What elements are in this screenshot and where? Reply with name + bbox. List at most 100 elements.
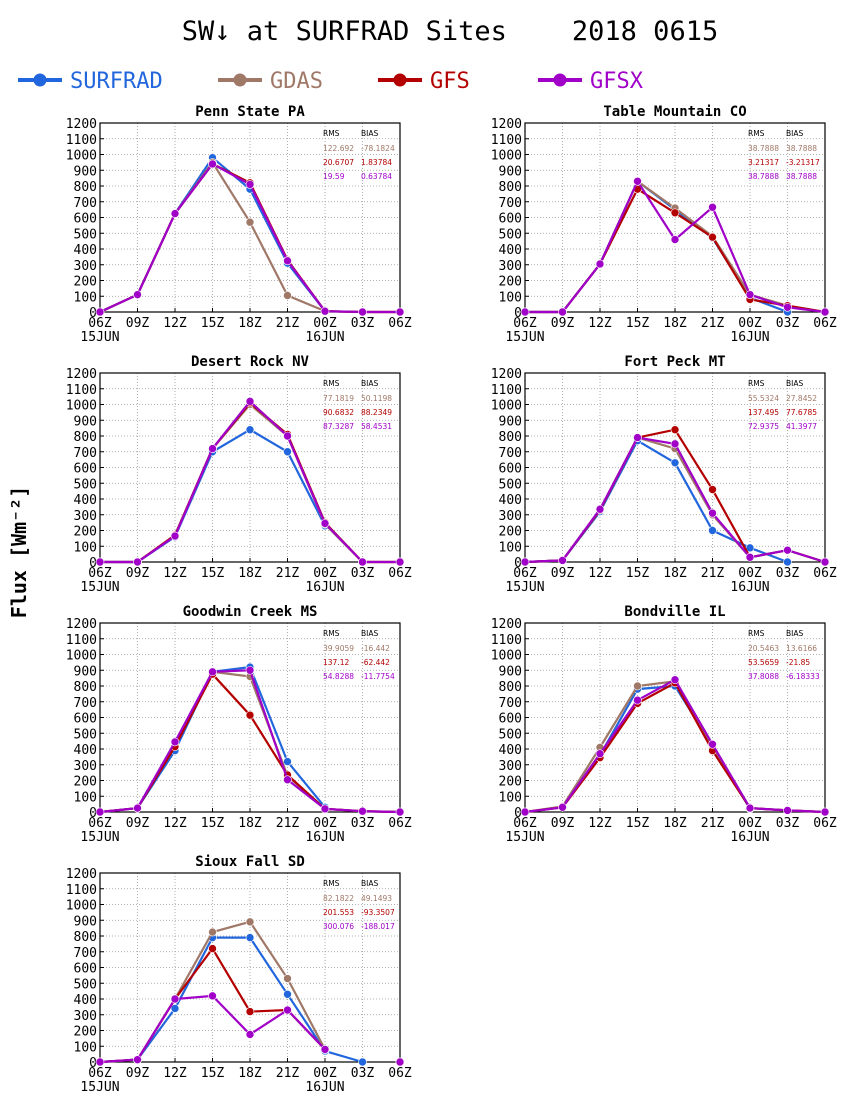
- x-tick-label: 06Z: [513, 316, 537, 331]
- stats-header-rms: RMS: [323, 129, 340, 138]
- y-tick-label: 200: [499, 775, 522, 790]
- stats-header-bias: BIAS: [786, 629, 803, 638]
- panel-goodwin-creek-ms: Goodwin Creek MS 010020030040050060070080…: [66, 604, 412, 845]
- y-tick-label: 100: [74, 790, 97, 805]
- x-tick-label: 03Z: [351, 1066, 375, 1081]
- x-tick-label: 18Z: [238, 566, 262, 581]
- y-tick-label: 600: [74, 962, 97, 977]
- data-point: [95, 557, 105, 567]
- x-tick-label: 15Z: [201, 316, 225, 331]
- x-date-label: 16JUN: [730, 580, 769, 595]
- stats-bias-value: -3.21317: [786, 158, 820, 167]
- y-tick-label: 1200: [66, 367, 97, 382]
- y-tick-label: 300: [74, 509, 97, 524]
- panel-sioux-fall-sd: Sioux Fall SD 010020030040050060070080090…: [66, 854, 412, 1095]
- stats-bias-value: 77.6785: [786, 408, 817, 417]
- x-tick-label: 06Z: [513, 566, 537, 581]
- y-tick-label: 500: [74, 227, 97, 242]
- x-date-label: 15JUN: [505, 580, 544, 595]
- x-tick-label: 18Z: [663, 816, 687, 831]
- x-tick-label: 12Z: [588, 816, 612, 831]
- series-gfs: [520, 678, 830, 817]
- panel-penn-state-pa: Penn State PA 010020030040050060070080090…: [66, 104, 412, 345]
- stats-rms-value: 90.6832: [323, 408, 354, 417]
- stats-rms-value: 39.9059: [323, 644, 354, 653]
- y-tick-label: 1000: [491, 649, 522, 664]
- data-point: [170, 1004, 180, 1013]
- stats-rms-value: 54.8288: [323, 672, 354, 681]
- legend-label: SURFRAD: [70, 69, 163, 94]
- y-tick-label: 700: [74, 946, 97, 961]
- y-tick-label: 800: [74, 680, 97, 695]
- data-point: [245, 933, 255, 942]
- x-tick-label: 09Z: [551, 816, 575, 831]
- x-tick-label: 15Z: [201, 1066, 225, 1081]
- stats-bias-value: -21.85: [786, 658, 810, 667]
- series-gfsx: [95, 991, 405, 1067]
- x-tick-label: 06Z: [388, 816, 412, 831]
- stats-bias-value: 1.83784: [361, 158, 392, 167]
- x-tick-label: 21Z: [276, 566, 300, 581]
- x-tick-label: 12Z: [588, 566, 612, 581]
- data-point: [358, 557, 367, 567]
- data-point: [708, 202, 717, 212]
- y-tick-label: 900: [499, 414, 522, 429]
- y-tick-label: 700: [74, 446, 97, 461]
- x-tick-label: 06Z: [513, 816, 537, 831]
- data-point: [520, 807, 530, 817]
- data-point: [170, 531, 180, 541]
- stats-table: RMS BIAS 38.7888 38.7888 3.21317 -3.21317 38.7…: [748, 129, 820, 181]
- x-date-label: 15JUN: [505, 830, 544, 845]
- data-point: [745, 290, 755, 299]
- x-tick-label: 00Z: [738, 566, 762, 581]
- x-tick-label: 15Z: [201, 816, 225, 831]
- x-tick-label: 21Z: [276, 316, 300, 331]
- stats-rms-value: 137.495: [748, 408, 779, 417]
- series-gfsx: [95, 397, 405, 567]
- panel-title: Goodwin Creek MS: [183, 604, 318, 620]
- panel-fort-peck-mt: Fort Peck MT 0100200300400500600700800900…: [491, 354, 837, 595]
- data-point: [245, 180, 255, 189]
- x-tick-label: 21Z: [701, 316, 725, 331]
- stats-rms-value: 37.8088: [748, 672, 779, 681]
- data-point: [708, 526, 717, 535]
- stats-header-bias: BIAS: [361, 879, 378, 888]
- x-tick-label: 03Z: [351, 816, 375, 831]
- y-tick-label: 300: [74, 259, 97, 274]
- y-tick-label: 1000: [66, 399, 97, 414]
- x-tick-label: 21Z: [276, 1066, 300, 1081]
- x-tick-label: 12Z: [163, 566, 187, 581]
- y-tick-label: 600: [499, 712, 522, 727]
- data-point: [208, 944, 217, 953]
- stats-bias-value: -6.18333: [786, 672, 820, 681]
- y-tick-label: 1200: [491, 117, 522, 132]
- y-tick-label: 700: [74, 696, 97, 711]
- x-date-label: 16JUN: [305, 580, 344, 595]
- x-tick-label: 03Z: [351, 566, 375, 581]
- y-tick-label: 600: [499, 212, 522, 227]
- data-point: [595, 749, 605, 759]
- y-tick-label: 200: [74, 525, 97, 540]
- x-tick-label: 18Z: [663, 316, 687, 331]
- y-tick-label: 100: [74, 1040, 97, 1055]
- stats-table: RMS BIAS 77.1819 50.1198 90.6832 88.2349 87.32…: [323, 379, 392, 431]
- data-point: [320, 306, 330, 316]
- x-tick-label: 06Z: [388, 566, 412, 581]
- panel-title: Bondville IL: [624, 604, 725, 620]
- y-tick-label: 900: [74, 664, 97, 679]
- stats-bias-value: 41.3977: [786, 422, 817, 431]
- panel-title: Desert Rock NV: [191, 354, 310, 370]
- y-tick-label: 1000: [491, 149, 522, 164]
- data-point: [395, 807, 405, 817]
- data-point: [283, 775, 292, 785]
- series-line: [524, 439, 788, 564]
- y-tick-label: 600: [74, 462, 97, 477]
- data-point: [358, 307, 367, 317]
- stats-bias-value: -78.1824: [361, 144, 395, 153]
- y-tick-label: 800: [499, 680, 522, 695]
- panels: Penn State PA010020030040050060070080090…: [66, 104, 837, 1095]
- stats-header-rms: RMS: [748, 129, 765, 138]
- x-tick-label: 06Z: [388, 1066, 412, 1081]
- x-date-label: 16JUN: [305, 330, 344, 345]
- data-point: [208, 991, 217, 1001]
